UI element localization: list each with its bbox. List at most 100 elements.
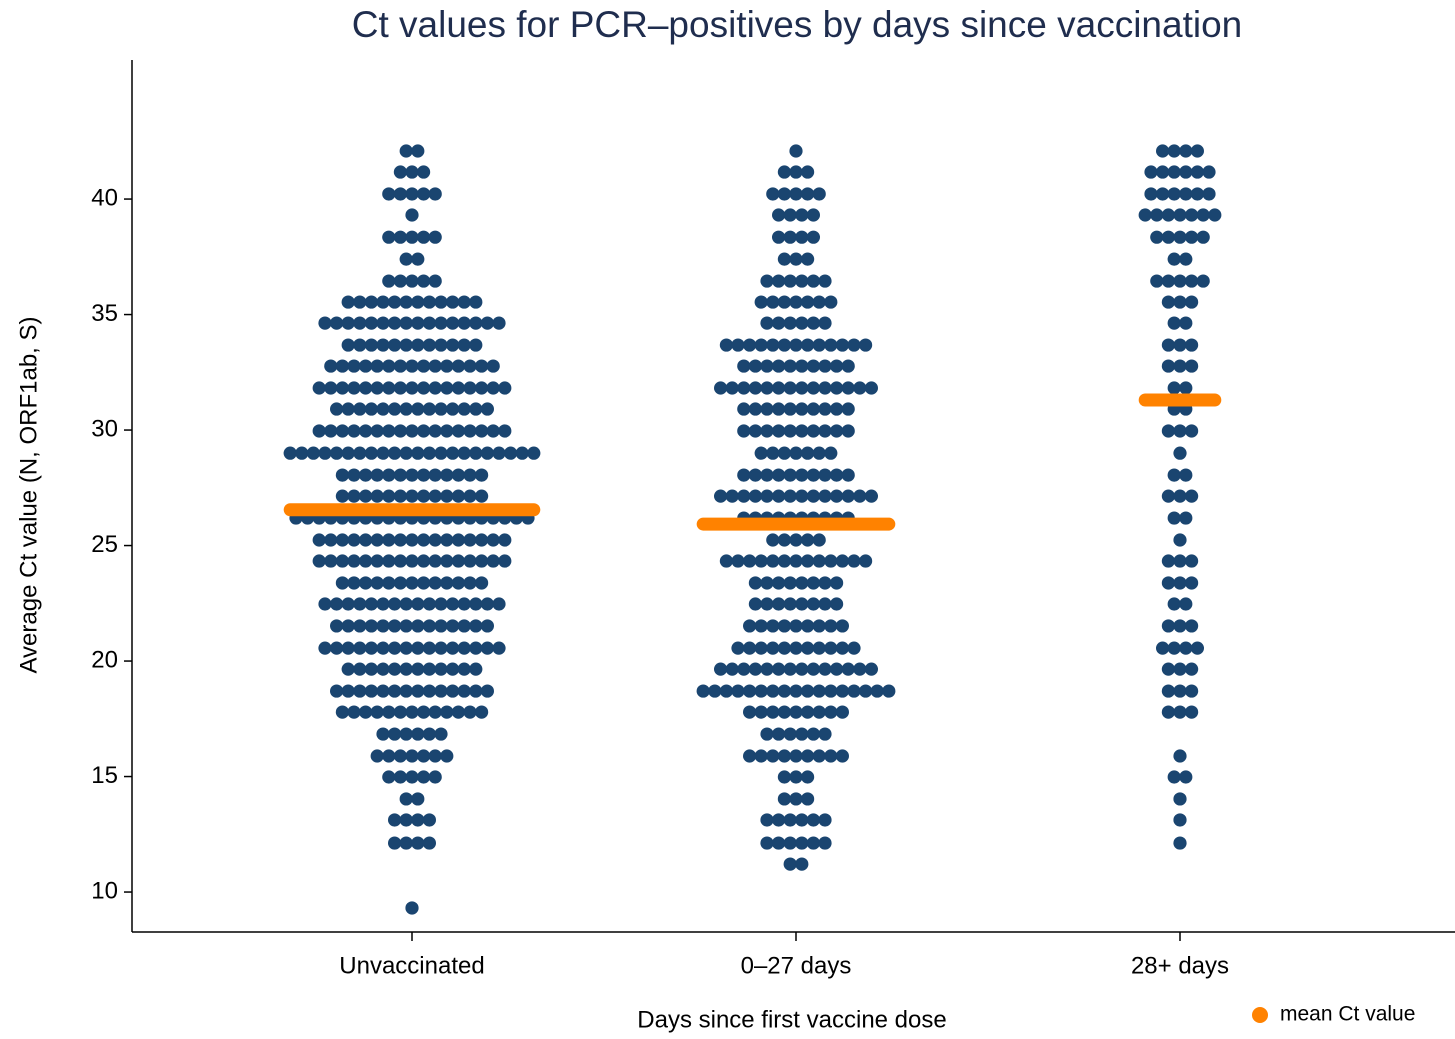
dot: [1161, 662, 1175, 676]
dot: [405, 208, 419, 222]
dot: [422, 836, 436, 850]
dot: [393, 165, 407, 179]
x-axis-label: Days since first vaccine dose: [637, 1006, 946, 1033]
dot: [766, 749, 780, 763]
dot: [783, 727, 797, 741]
dot: [417, 274, 431, 288]
dot: [783, 359, 797, 373]
dot: [440, 381, 454, 395]
dot: [812, 619, 826, 633]
dot: [422, 338, 436, 352]
dot: [789, 554, 803, 568]
dot: [812, 554, 826, 568]
dot: [766, 338, 780, 352]
dot: [1190, 187, 1204, 201]
dot: [1179, 144, 1193, 158]
dot: [492, 597, 506, 611]
dot: [306, 446, 320, 460]
dot: [754, 295, 768, 309]
dot: [789, 187, 803, 201]
dot: [835, 749, 850, 763]
dot: [312, 381, 326, 395]
dot: [801, 187, 815, 201]
dot: [463, 359, 477, 373]
dot: [434, 684, 448, 698]
dot: [1173, 489, 1187, 503]
dot: [440, 533, 454, 547]
dot: [1173, 230, 1187, 244]
dot: [818, 402, 832, 416]
dot: [789, 684, 803, 698]
dot: [370, 554, 384, 568]
dot: [388, 597, 402, 611]
dot: [708, 684, 722, 698]
dot: [760, 468, 774, 482]
dot: [364, 295, 378, 309]
dot: [830, 662, 844, 676]
dot: [801, 619, 815, 633]
dot: [475, 381, 489, 395]
dot: [382, 359, 396, 373]
dot: [393, 274, 407, 288]
dot: [737, 381, 751, 395]
dot: [480, 402, 494, 416]
dot: [795, 857, 809, 871]
dot: [714, 381, 728, 395]
dot: [777, 641, 792, 655]
dot: [806, 836, 821, 850]
dot: [382, 381, 396, 395]
dot: [411, 641, 425, 655]
dot: [766, 446, 780, 460]
dot: [370, 533, 384, 547]
dot: [364, 338, 378, 352]
dot: [498, 554, 512, 568]
dot: [422, 316, 436, 330]
dot: [1161, 274, 1175, 288]
dot: [451, 468, 465, 482]
dot: [748, 359, 763, 373]
dot: [411, 402, 425, 416]
dot: [399, 144, 413, 158]
dot: [399, 316, 413, 330]
dot: [1190, 165, 1204, 179]
dot: [714, 662, 728, 676]
dot: [434, 402, 448, 416]
dot: [772, 813, 786, 827]
dot: [446, 641, 460, 655]
dot: [283, 446, 297, 460]
dot: [411, 619, 425, 633]
dot: [411, 792, 425, 806]
dot: [417, 359, 431, 373]
dot: [428, 230, 442, 244]
dot: [446, 446, 460, 460]
dot: [1161, 295, 1175, 309]
dot: [748, 662, 763, 676]
dot: [818, 836, 832, 850]
dot: [748, 597, 763, 611]
dot: [1161, 489, 1175, 503]
dot: [772, 424, 786, 438]
dot: [760, 274, 774, 288]
dot: [824, 295, 838, 309]
dot: [469, 641, 483, 655]
dot: [1173, 684, 1187, 698]
dot: [469, 619, 483, 633]
dot: [1173, 295, 1187, 309]
dot: [1173, 424, 1187, 438]
dot: [1173, 533, 1187, 547]
dot: [446, 402, 460, 416]
dot: [399, 792, 413, 806]
dot: [451, 489, 465, 503]
dot: [359, 554, 373, 568]
dot: [760, 489, 774, 503]
dot: [388, 662, 402, 676]
dot: [766, 684, 780, 698]
dot: [801, 749, 815, 763]
dot: [772, 836, 786, 850]
dot: [725, 381, 739, 395]
dot: [405, 359, 419, 373]
dot: [498, 533, 512, 547]
x-tick-label: 28+ days: [1131, 952, 1229, 979]
dot: [475, 424, 489, 438]
dot: [330, 597, 344, 611]
